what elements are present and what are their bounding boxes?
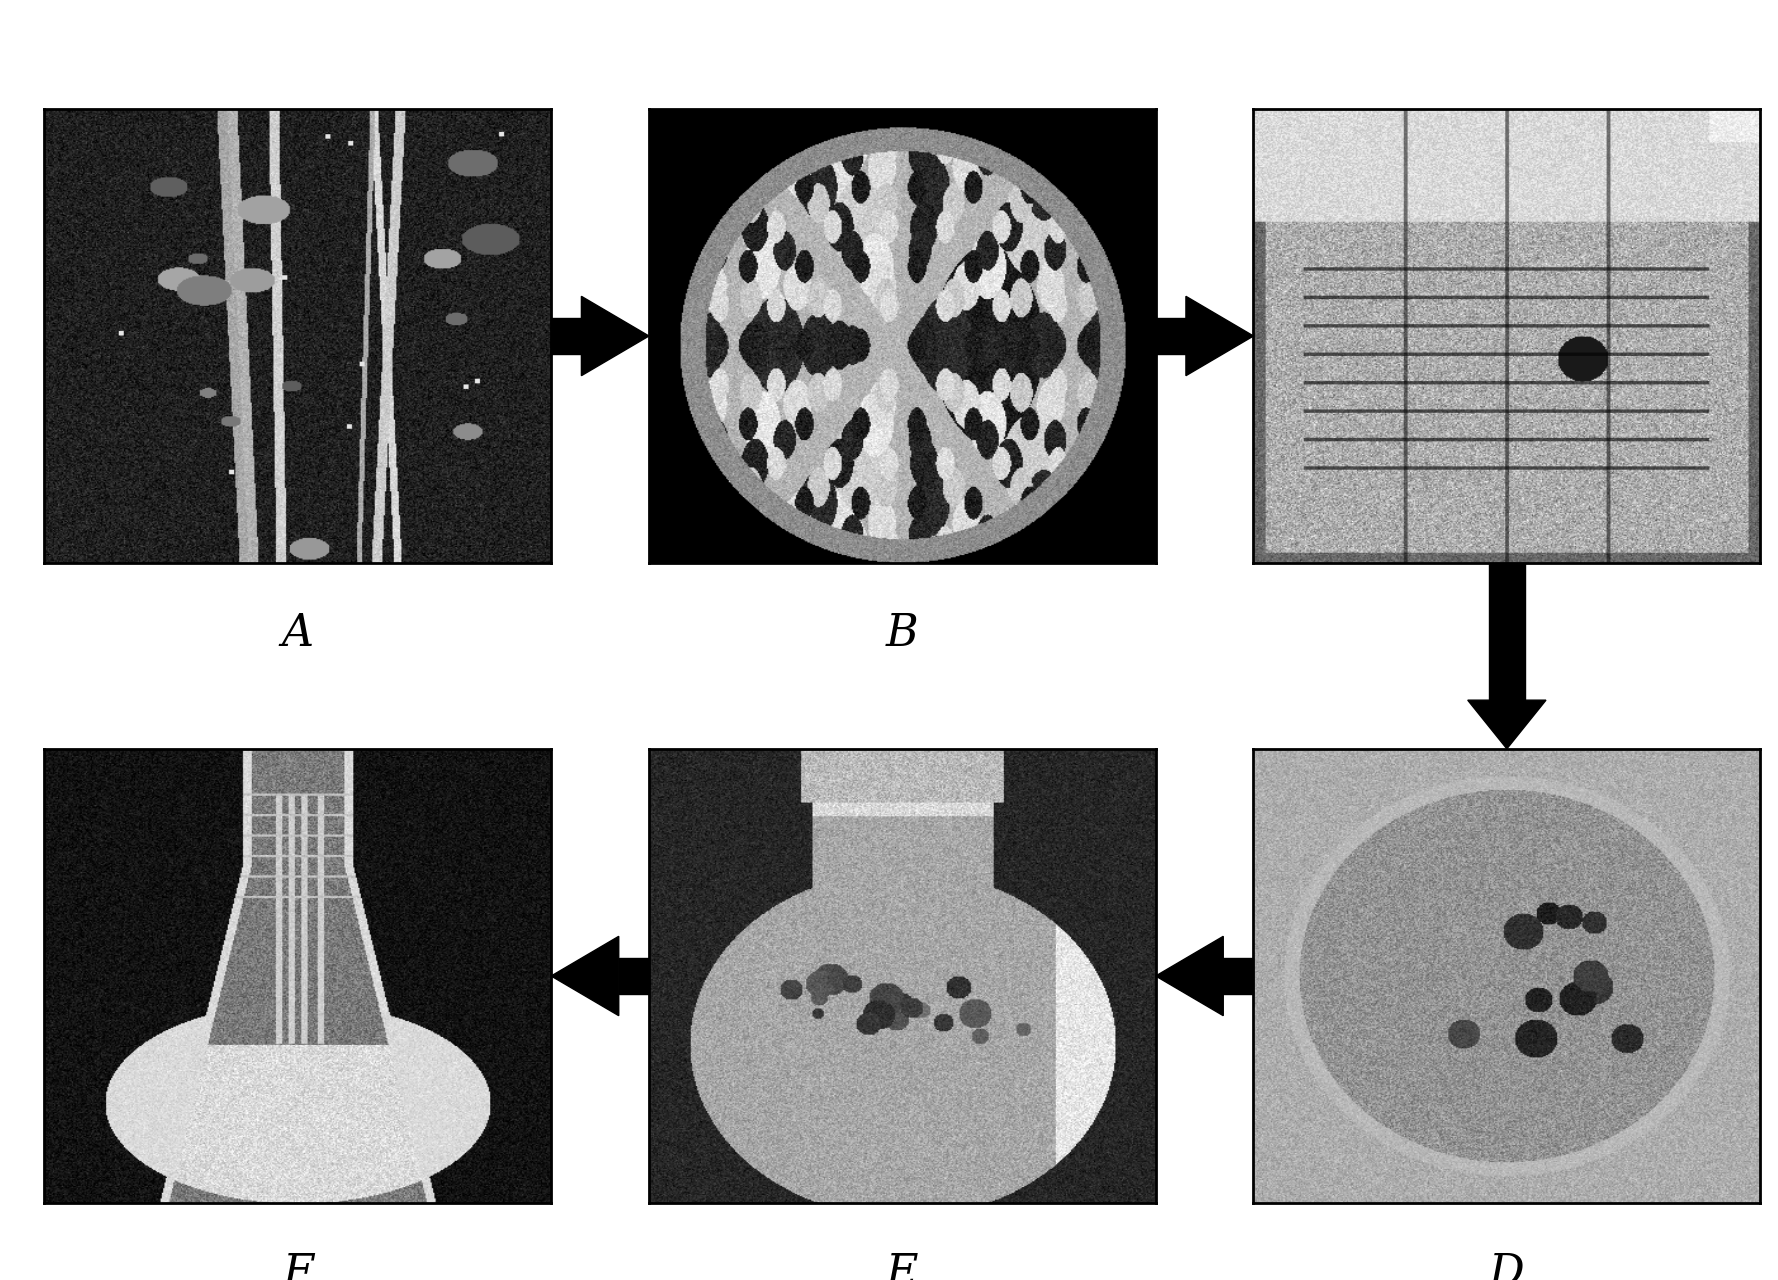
Text: C: C [1490,612,1524,655]
Text: D: D [1488,1252,1526,1280]
Text: E: E [885,1252,919,1280]
Text: B: B [885,612,919,655]
Text: F: F [283,1252,313,1280]
Text: A: A [281,612,315,655]
